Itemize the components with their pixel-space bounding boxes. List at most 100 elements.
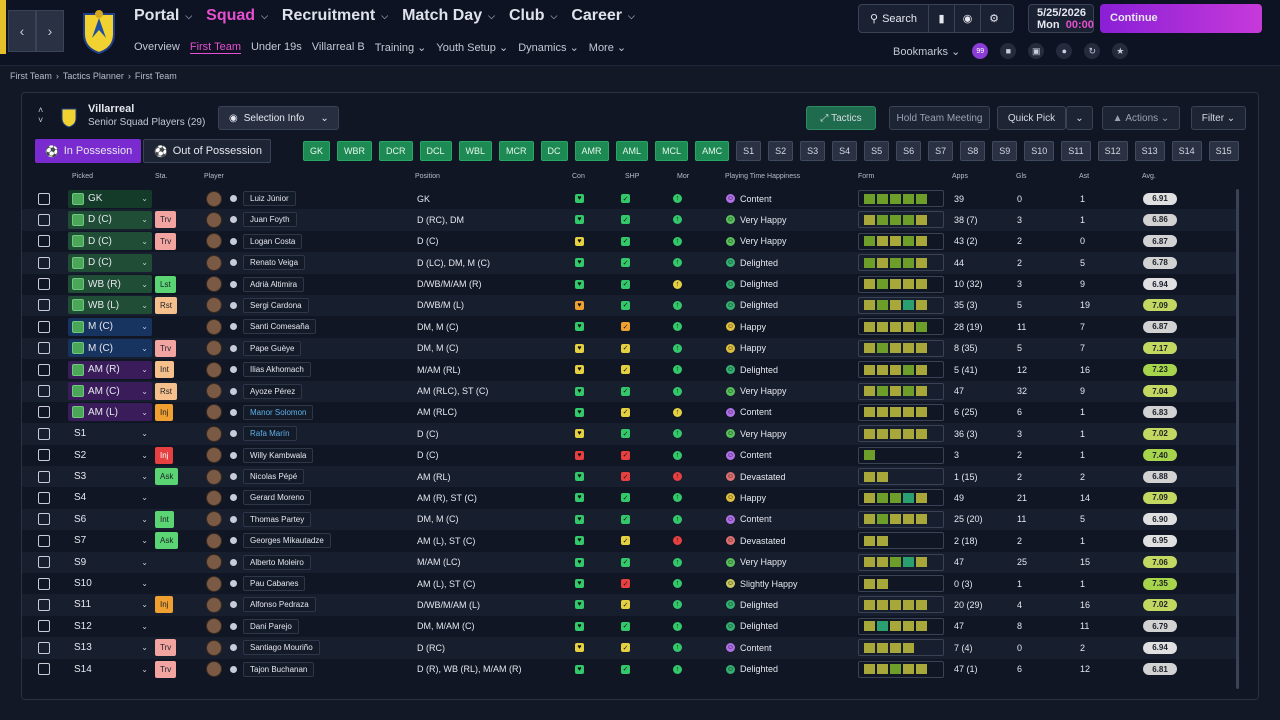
subnav-dynamics[interactable]: Dynamics ⌄: [518, 41, 579, 54]
refresh-icon[interactable]: ↻: [1084, 43, 1101, 59]
picked-dropdown[interactable]: WB (R) ⌄: [68, 275, 152, 294]
position-chip[interactable]: DCL: [419, 141, 452, 161]
position-chip[interactable]: S11: [1061, 141, 1091, 161]
player-name-link[interactable]: Thomas Partey: [243, 511, 312, 527]
breadcrumb-item[interactable]: Tactics Planner: [62, 71, 124, 81]
row-checkbox[interactable]: [38, 598, 50, 611]
table-row[interactable]: S9 ⌄ Alberto Moleiro M/AM (LC) ♥ ✓ ↑ ☺ Ver…: [22, 551, 1238, 574]
row-checkbox[interactable]: [38, 620, 50, 633]
player-name-link[interactable]: Juan Foyth: [243, 212, 297, 228]
position-chip[interactable]: MCL: [655, 141, 689, 161]
player-name-link[interactable]: Ilias Akhomach: [243, 362, 311, 378]
nav-recruitment[interactable]: Recruitment ⌵: [282, 7, 388, 25]
forward-icon[interactable]: ›: [36, 10, 64, 52]
picked-dropdown[interactable]: S11 ⌄: [68, 596, 152, 614]
position-chip[interactable]: AMC: [695, 141, 730, 161]
row-checkbox[interactable]: [38, 556, 50, 569]
row-checkbox[interactable]: [38, 278, 50, 291]
row-checkbox[interactable]: [38, 491, 50, 504]
status-badge[interactable]: Trv: [155, 339, 177, 357]
status-badge[interactable]: Rst: [155, 296, 177, 314]
col-status[interactable]: Sta.: [155, 173, 168, 180]
player-name-link[interactable]: Alberto Moleiro: [243, 554, 311, 570]
picked-dropdown[interactable]: M (C) ⌄: [68, 317, 152, 336]
player-name-link[interactable]: Pau Cabanes: [243, 576, 306, 592]
col-assists[interactable]: Ast: [1079, 173, 1090, 180]
shirt-icon[interactable]: ■: [1000, 43, 1017, 59]
player-name-link[interactable]: Willy Kambwala: [243, 447, 314, 463]
position-chip[interactable]: S9: [992, 141, 1018, 161]
picked-dropdown[interactable]: S13 ⌄: [68, 639, 152, 657]
table-row[interactable]: M (C) ⌄ Trv Pape Guèye DM, M (C) ♥ ✓ ↑ ☺ H…: [22, 337, 1238, 360]
col-shp[interactable]: SHP: [625, 173, 640, 180]
player-name-link[interactable]: Alfonso Pedraza: [243, 597, 316, 613]
picked-dropdown[interactable]: GK ⌄: [68, 189, 152, 208]
table-row[interactable]: S2 ⌄ Inj Willy Kambwala D (C) ♥ ✓ ↑ ☺ Cont…: [22, 445, 1238, 466]
table-row[interactable]: S4 ⌄ Gerard Moreno AM (R), ST (C) ♥ ✓ ↑ ☺…: [22, 487, 1238, 508]
quick-pick-button[interactable]: Quick Pick: [997, 106, 1066, 130]
table-row[interactable]: D (C) ⌄ Trv Juan Foyth D (RC), DM ♥ ✓ ↑ ☺…: [22, 209, 1238, 231]
position-chip[interactable]: S2: [768, 141, 794, 161]
table-row[interactable]: S6 ⌄ Int Thomas Partey DM, M (C) ♥ ✓ ↑ ☺ C…: [22, 508, 1238, 531]
table-row[interactable]: AM (R) ⌄ Int Ilias Akhomach M/AM (RL) ♥ ✓…: [22, 359, 1238, 380]
picked-dropdown[interactable]: M (C) ⌄: [68, 339, 152, 358]
picked-dropdown[interactable]: AM (C) ⌄: [68, 382, 152, 401]
table-row[interactable]: S3 ⌄ Ask Nicolas Pépé AM (RL) ♥ ✓ ↑ ☺ Deva…: [22, 466, 1238, 488]
position-chip[interactable]: AMR: [574, 141, 609, 161]
trophy-icon[interactable]: ★: [1112, 43, 1129, 59]
table-row[interactable]: D (C) ⌄ Trv Logan Costa D (C) ♥ ✓ ↑ ☺ Very…: [22, 231, 1238, 252]
row-checkbox[interactable]: [38, 342, 50, 355]
row-checkbox[interactable]: [38, 534, 50, 547]
position-chip[interactable]: S10: [1024, 141, 1055, 161]
status-badge[interactable]: Trv: [155, 639, 177, 657]
position-chip[interactable]: AML: [615, 141, 649, 161]
scrollbar[interactable]: [1236, 189, 1239, 689]
inbox-icon[interactable]: 99: [972, 43, 989, 59]
row-checkbox[interactable]: [38, 449, 50, 462]
status-badge[interactable]: Ask: [155, 532, 179, 550]
position-chip[interactable]: S1: [736, 141, 762, 161]
position-chip[interactable]: WBR: [337, 141, 373, 161]
nav-club[interactable]: Club ⌵: [509, 7, 557, 25]
table-row[interactable]: S10 ⌄ Pau Cabanes AM (L), ST (C) ♥ ✓ ↑ ☺ S…: [22, 573, 1238, 594]
position-chip[interactable]: S5: [864, 141, 890, 161]
position-chip[interactable]: S4: [832, 141, 858, 161]
row-checkbox[interactable]: [38, 213, 50, 226]
table-row[interactable]: S14 ⌄ Trv Tajon Buchanan D (R), WB (RL), …: [22, 659, 1238, 680]
row-checkbox[interactable]: [38, 299, 50, 312]
col-average[interactable]: Avg.: [1142, 173, 1156, 180]
nav-squad[interactable]: Squad ⌵: [206, 7, 268, 25]
game-date[interactable]: 5/25/2026 Mon 00:00: [1028, 4, 1094, 33]
row-checkbox[interactable]: [38, 385, 50, 398]
tactics-button[interactable]: ⤢ Tactics: [806, 106, 876, 130]
subnav-under-19s[interactable]: Under 19s: [250, 41, 302, 53]
row-checkbox[interactable]: [38, 470, 50, 483]
nav-match-day[interactable]: Match Day ⌵: [402, 7, 495, 25]
position-chip[interactable]: WBL: [458, 141, 493, 161]
subnav-first-team[interactable]: First Team: [189, 41, 241, 54]
club-crest[interactable]: [80, 8, 118, 54]
position-chip[interactable]: S3: [800, 141, 826, 161]
team-meeting-button[interactable]: Hold Team Meeting: [889, 106, 990, 130]
table-row[interactable]: S12 ⌄ Dani Parejo DM, M/AM (C) ♥ ✓ ↑ ☺ Del…: [22, 616, 1238, 637]
position-chip[interactable]: DCR: [379, 141, 413, 161]
col-morale[interactable]: Mor: [677, 173, 690, 180]
player-name-link[interactable]: Nicolas Pépé: [243, 469, 305, 485]
status-badge[interactable]: Trv: [155, 211, 177, 229]
bookmarks-dropdown[interactable]: Bookmarks ⌄: [893, 45, 961, 58]
player-name-link[interactable]: Georges Mikautadze: [243, 533, 331, 549]
col-condition[interactable]: Con: [572, 173, 585, 180]
table-row[interactable]: WB (L) ⌄ Rst Sergi Cardona D/WB/M (L) ♥ ✓…: [22, 294, 1238, 317]
position-chip[interactable]: S8: [960, 141, 986, 161]
breadcrumb-item[interactable]: First Team: [10, 71, 52, 81]
row-checkbox[interactable]: [38, 406, 50, 419]
player-name-link[interactable]: Santiago Mouriño: [243, 640, 320, 656]
player-name-link[interactable]: Luiz Júnior: [243, 191, 296, 206]
table-row[interactable]: M (C) ⌄ Santi Comesaña DM, M (C) ♥ ✓ ↑ ☺ H…: [22, 316, 1238, 337]
table-row[interactable]: GK ⌄ Luiz Júnior GK ♥ ✓ ↑ ☺ Content 39 0 1…: [22, 188, 1238, 209]
staff-icon[interactable]: ●: [1056, 43, 1073, 59]
picked-dropdown[interactable]: AM (R) ⌄: [68, 360, 152, 379]
status-badge[interactable]: Trv: [155, 232, 177, 250]
picked-dropdown[interactable]: D (C) ⌄: [68, 210, 152, 229]
player-name-link[interactable]: Dani Parejo: [243, 618, 299, 634]
